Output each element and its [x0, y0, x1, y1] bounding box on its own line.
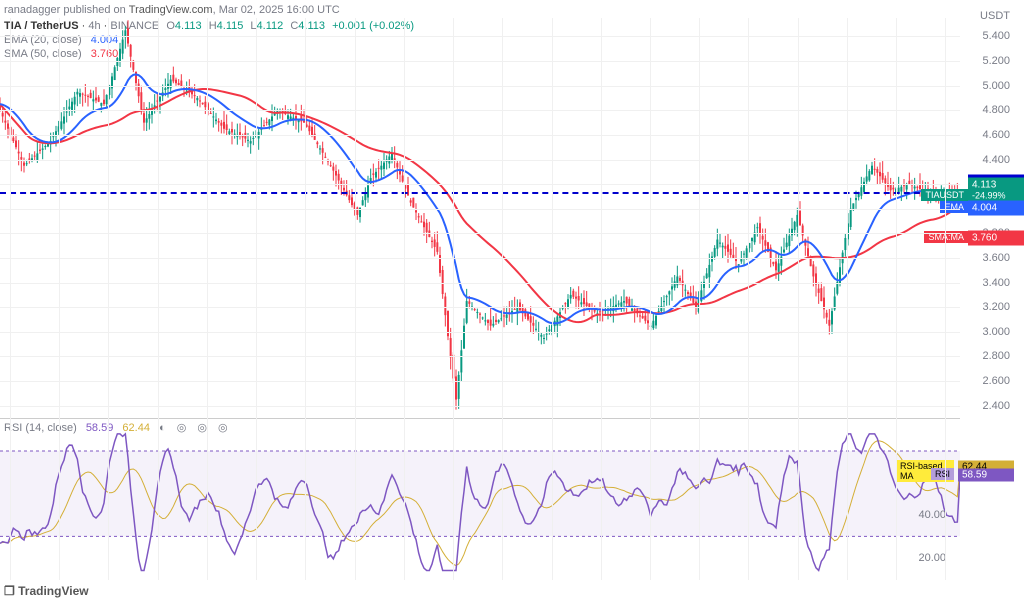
current-price: 4.113 — [972, 179, 1020, 190]
rsi-panel[interactable]: RSI (14, close) 58.59 62.44 ◐ ◎ ◎ ◎ 60.0… — [0, 418, 960, 578]
price-chart[interactable] — [0, 18, 960, 418]
sma-price-badge: 3.760 — [968, 231, 1024, 246]
axis-unit: USDT — [980, 10, 1010, 22]
publish-header: ranadagger published on TradingView.com,… — [4, 4, 340, 16]
horizontal-line[interactable] — [0, 192, 960, 194]
site: TradingView.com — [129, 4, 213, 16]
ema-price-badge: 4.004 — [968, 201, 1024, 216]
chart-container: ranadagger published on TradingView.com,… — [0, 0, 1024, 602]
publish-date: Mar 02, 2025 16:00 UTC — [219, 4, 340, 16]
author: ranadagger — [4, 4, 60, 16]
change-pct-badge: -24.99% — [972, 190, 1020, 200]
published-on: published on — [63, 4, 125, 16]
tradingview-logo[interactable]: ❐ TradingView — [4, 584, 89, 598]
rsi-chart — [0, 419, 960, 579]
